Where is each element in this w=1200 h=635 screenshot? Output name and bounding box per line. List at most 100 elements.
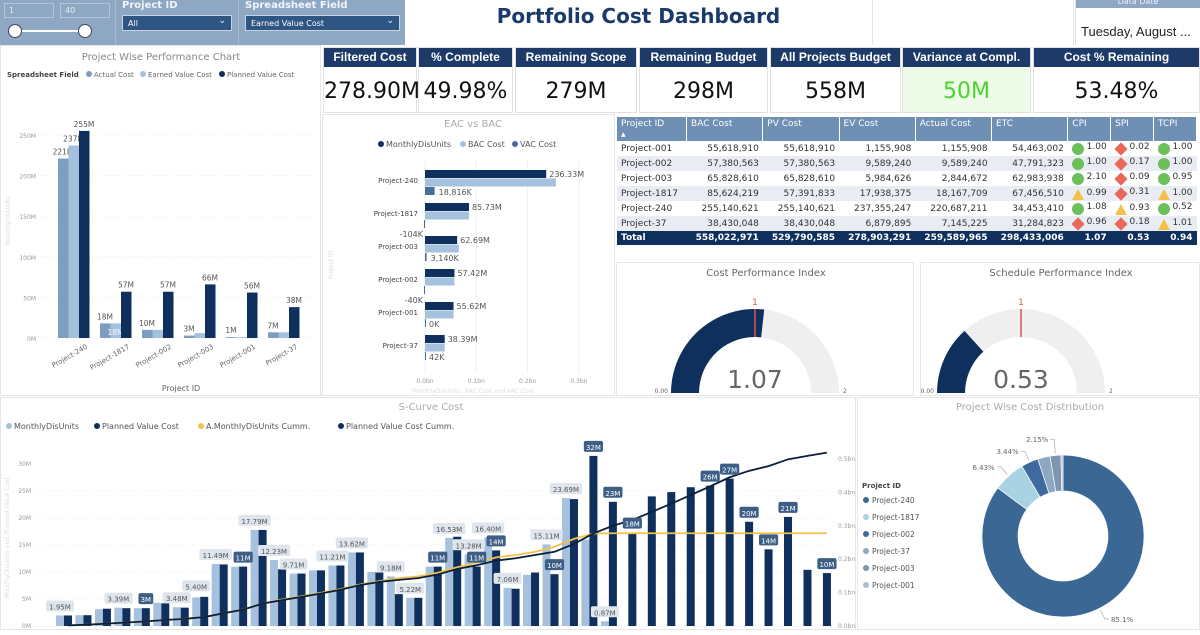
kpi-value: 49.98% [423, 79, 508, 104]
legend-marker [86, 71, 92, 77]
bar-planned-value [102, 608, 111, 626]
green-status-icon [1071, 173, 1084, 185]
y-tick-label: Project-240 [378, 177, 418, 185]
kpi-card: Filtered Cost 278.90M [323, 47, 420, 113]
bar-monthly-dis-units [231, 566, 240, 626]
legend-label: BAC Cost [468, 140, 505, 149]
column-header[interactable]: BAC Cost [686, 117, 764, 141]
bar-planned-value [297, 573, 306, 626]
table-cell: 0.99 [1067, 186, 1111, 201]
data-label: 7M [267, 321, 278, 330]
column-header[interactable]: SPI [1110, 117, 1155, 141]
table-cell: 1.00 [1153, 156, 1197, 171]
bar-planned-value [122, 608, 131, 626]
total-cell: Total [617, 231, 687, 245]
table-row[interactable]: Project-003 65,828,610 65,828,610 5,984,626… [617, 171, 1197, 186]
data-label-box [376, 561, 405, 573]
red-status-icon [1114, 172, 1128, 186]
bar [424, 286, 425, 294]
bar-monthly-dis-units [56, 615, 64, 626]
range-min-input[interactable]: 1 [4, 3, 54, 18]
table-row[interactable]: Project-1817 85,624,219 57,391,833 17,938,3… [617, 186, 1197, 201]
range-max-input[interactable]: 40 [60, 3, 110, 18]
range-slider-max-handle[interactable] [78, 24, 92, 38]
column-header-label: TCPI [1158, 119, 1178, 129]
data-label: 18,816K [439, 188, 473, 197]
table-row[interactable]: Project-37 38,430,048 38,430,048 6,879,895 7… [617, 216, 1197, 231]
bar-planned-value [569, 499, 578, 626]
column-header[interactable]: TCPI [1153, 117, 1197, 141]
kpi-card: Remaining Budget 298M [639, 47, 768, 113]
data-label-box [279, 558, 308, 570]
slice-label: 3.44% [996, 448, 1019, 456]
data-label: 9.71M [283, 562, 305, 570]
yellow-status-icon [1157, 188, 1170, 200]
range-slider-track[interactable] [12, 30, 90, 32]
data-label-box [428, 551, 448, 563]
data-label: 10M [547, 562, 562, 570]
cell-value: 55,618,910 [783, 143, 836, 154]
table-cell: 1.00 [1067, 156, 1111, 171]
bar-planned-value [258, 529, 267, 626]
bar-planned-value [647, 496, 656, 626]
data-label-box [758, 534, 779, 546]
bar-planned-value [745, 521, 754, 626]
cell-value: 18,167,709 [936, 188, 988, 199]
kpi-value: 558M [805, 79, 866, 104]
bar-monthly-dis-units [308, 570, 317, 626]
legend-marker [512, 141, 518, 147]
bar-planned-value [492, 550, 501, 626]
cell-value: 1.00 [1086, 157, 1107, 167]
legend-label: MonthlyDisUnits [386, 140, 451, 149]
table-row[interactable]: Project-001 55,618,910 55,618,910 1,155,908… [617, 141, 1197, 156]
y-tick-label: Project-37 [383, 342, 418, 350]
project-id-dropdown[interactable]: All ⌄ [122, 15, 232, 31]
bar [163, 291, 174, 338]
sort-ascending-icon: ▲ [621, 131, 626, 138]
x-tick-label: Project-002 [134, 343, 173, 370]
data-label: 16.40M [475, 525, 501, 533]
cell-value: 38,430,048 [783, 218, 836, 229]
kpi-card: % Complete 49.98% [418, 47, 513, 113]
column-header[interactable]: PV Cost [762, 117, 840, 141]
table-row[interactable]: Project-240 255,140,621 255,140,621 237,355… [617, 201, 1197, 216]
bar-planned-value [531, 572, 540, 626]
column-header[interactable]: EV Cost [839, 117, 916, 141]
column-header[interactable]: ETC [991, 117, 1069, 141]
table-cell: 7,145,225 [915, 216, 992, 231]
donut-slice [981, 454, 1145, 618]
data-label-box [590, 606, 619, 618]
table-cell: 0.96 [1067, 216, 1111, 231]
legend-label: Project-002 [872, 530, 915, 539]
data-label: 3M [183, 325, 194, 334]
table-cell: 62,983,938 [992, 171, 1068, 186]
table-cell: 1.00 [1068, 141, 1111, 156]
total-cell: 259,589,965 [915, 231, 992, 245]
bar-planned-value [822, 573, 831, 626]
column-header[interactable]: Actual Cost [915, 117, 993, 141]
y2-tick-label: 0.0bn [838, 623, 855, 630]
column-header[interactable]: Project ID ▲ [617, 117, 688, 141]
data-date-card: Data Date Tuesday, August ... [1075, 0, 1200, 45]
table-row[interactable]: Project-002 57,380,563 57,380,563 9,589,240… [617, 156, 1197, 171]
y2-tick-label: 0.4bn [838, 489, 855, 496]
cell-value: 9,589,240 [865, 158, 912, 169]
table-cell: 0.09 [1111, 171, 1154, 186]
legend-label: MonthlyDisUnits [14, 422, 79, 431]
legend-label: Actual Cost [94, 71, 134, 79]
range-slider-min-handle[interactable] [8, 24, 22, 38]
data-label-box [486, 535, 506, 547]
bar-monthly-dis-units [386, 576, 395, 626]
y-tick-label: 15M [18, 542, 31, 549]
data-label: 10M [139, 319, 155, 328]
data-label-box [720, 463, 740, 475]
column-header[interactable]: CPI [1067, 117, 1112, 141]
table-cell: 9,589,240 [915, 156, 992, 171]
legend-marker [94, 423, 100, 429]
y-tick-label: 50M [23, 295, 36, 302]
column-header-label: CPI [1072, 119, 1087, 129]
x-tick-label: Project-240 [50, 343, 89, 370]
spreadsheet-field-dropdown[interactable]: Earned Value Cost ⌄ [245, 15, 400, 31]
bar [425, 187, 435, 195]
data-label: -40K [405, 296, 424, 305]
